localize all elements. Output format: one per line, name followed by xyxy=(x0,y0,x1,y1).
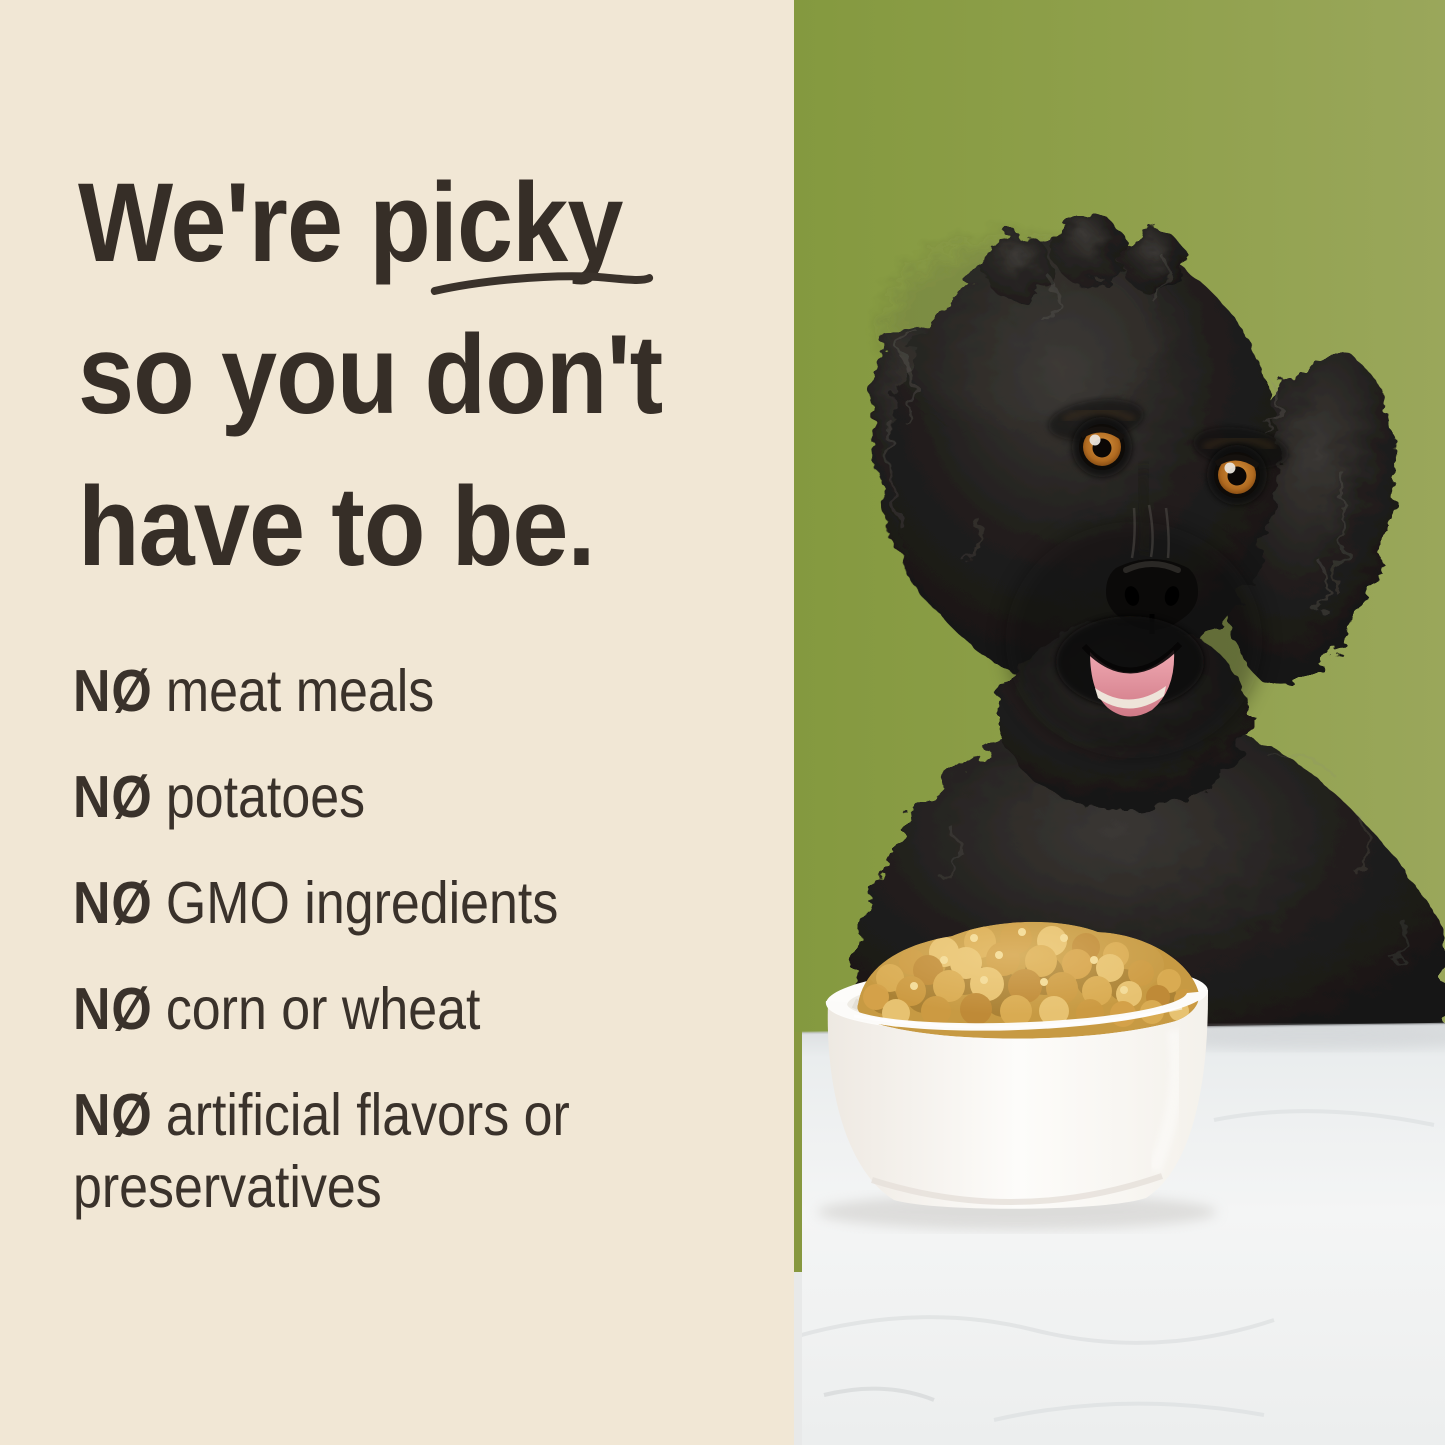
dog-eye-left xyxy=(1079,424,1125,470)
muzzle-sheen xyxy=(1130,504,1170,559)
list-item: NØ GMO ingredients xyxy=(73,867,641,939)
list-item: NØ potatoes xyxy=(73,761,641,833)
no-badge: NØ xyxy=(73,976,153,1042)
marble-veins xyxy=(794,1109,1435,1422)
dog-photo-illustration xyxy=(794,0,1445,1445)
no-badge: NØ xyxy=(73,658,153,724)
backdrop-sliver xyxy=(794,1032,802,1272)
table-side-sliver xyxy=(794,1272,802,1445)
kibble xyxy=(857,921,1199,1039)
headline-line1: We're picky xyxy=(78,147,662,299)
no-badge: NØ xyxy=(73,1082,153,1148)
benefits-list: NØ meat meals NØ potatoes NØ GMO ingredient… xyxy=(73,655,641,1257)
bowl-body xyxy=(827,990,1208,1209)
list-item-text: corn or wheat xyxy=(165,976,481,1042)
headline-line2: so you don't xyxy=(78,312,663,437)
food-bowl xyxy=(817,921,1217,1230)
list-item: NØ meat meals xyxy=(73,655,641,727)
underlined-word-text: picky xyxy=(369,160,623,285)
list-item-text: artificial flavors or preservatives xyxy=(73,1082,570,1220)
list-item-text: GMO ingredients xyxy=(165,870,559,936)
list-item: NØ corn or wheat xyxy=(73,973,641,1045)
no-badge: NØ xyxy=(73,764,153,830)
underline-stroke xyxy=(430,272,653,295)
product-photo xyxy=(794,0,1445,1445)
headline-line3: have to be. xyxy=(78,464,596,589)
text-panel: We're picky so you don't have to be. NØ m… xyxy=(73,147,664,1257)
headline-underlined-word: picky xyxy=(369,147,653,299)
headline-line1-prefix: We're xyxy=(78,160,370,285)
list-item-text: potatoes xyxy=(165,764,366,830)
list-item-text: meat meals xyxy=(165,658,435,724)
dog-face xyxy=(1006,399,1289,758)
fur-highlights xyxy=(885,252,1409,962)
no-badge: NØ xyxy=(73,870,153,936)
dog-mouth xyxy=(1056,616,1204,717)
dog-shadow xyxy=(1154,1026,1445,1050)
headline: We're picky so you don't have to be. xyxy=(78,147,663,603)
list-item: NØ artificial flavors or preservatives xyxy=(73,1079,641,1223)
dog-eye-right xyxy=(1214,452,1260,498)
